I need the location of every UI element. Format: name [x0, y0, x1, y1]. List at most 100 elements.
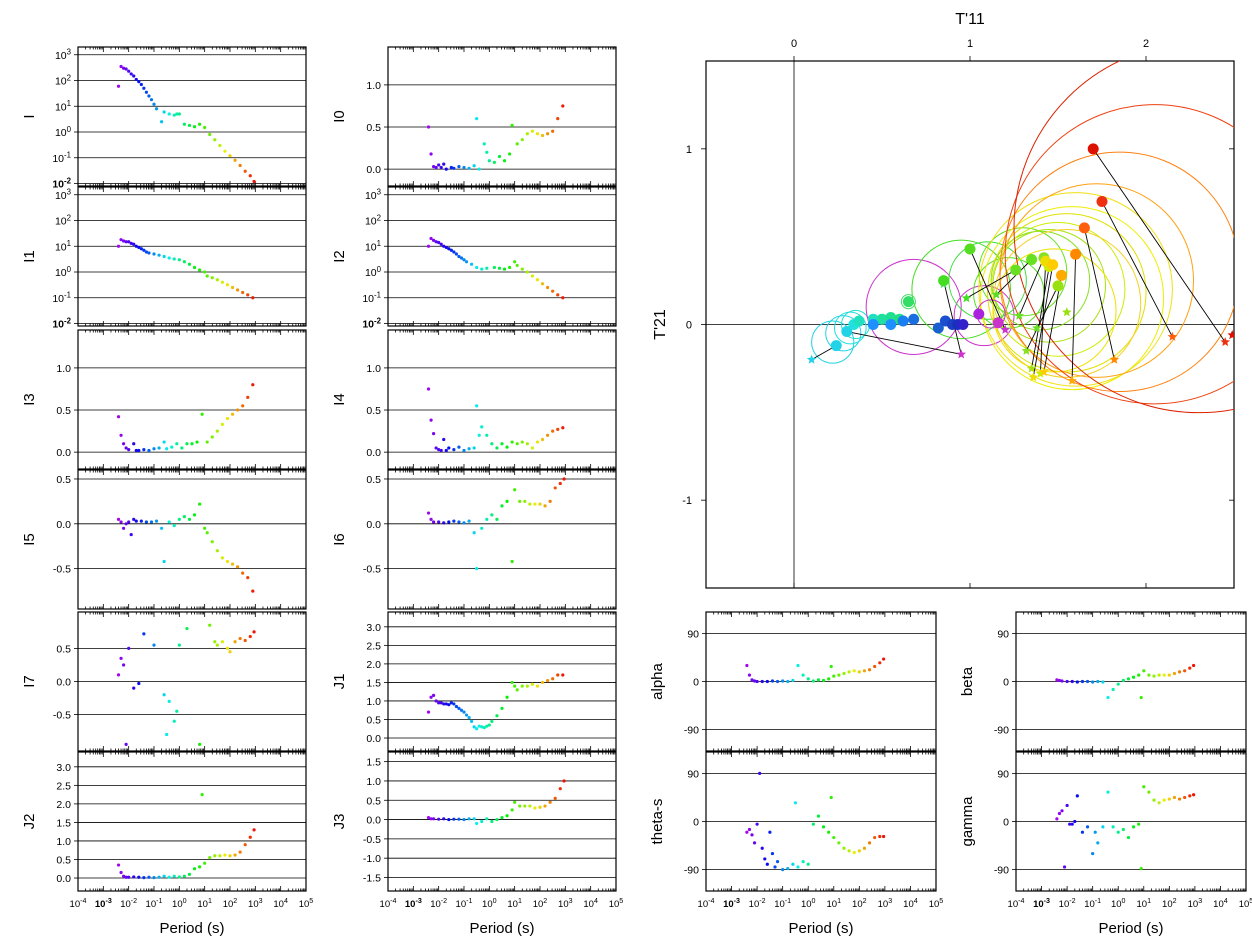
panel-J3-point [462, 817, 466, 822]
panel-I-point [177, 112, 181, 116]
panel-I1-point [172, 257, 176, 261]
panel-I4-point [520, 440, 524, 444]
panel-I-point [187, 123, 192, 128]
mohr-circle [990, 230, 1091, 331]
mohr-star [1067, 375, 1077, 385]
panel-J3-xtick-label: 10-4 [380, 897, 397, 910]
panel-J3-xtick-label: 105 [609, 897, 624, 910]
panel-I1-point [205, 274, 209, 278]
panel-I1-point [220, 280, 224, 284]
panel-alpha-point [873, 664, 877, 669]
panel-gamma-xtick-label-base: 10 [1188, 899, 1199, 910]
panel-J2-point [243, 843, 247, 847]
panel-I5-point [167, 520, 171, 524]
panel-I6-point [533, 502, 537, 506]
panel-theta-s-point [867, 841, 872, 845]
panel-alpha-point [821, 678, 826, 683]
panel-I0-point [502, 159, 507, 163]
panel-beta-point [1183, 669, 1187, 673]
panel-J1-point [500, 706, 504, 710]
panel-I7-point [167, 699, 171, 703]
panel-theta-s-point [793, 801, 798, 805]
panel-gamma-xtick-label-exponent: 4 [1224, 897, 1228, 905]
panel-I4-point [429, 418, 433, 422]
panel-gamma-xtick-label: 10-3 [1033, 897, 1050, 910]
panel-I4-point [530, 446, 535, 450]
panel-I4-point [500, 442, 504, 446]
panel-I7-point [208, 623, 212, 627]
panel-theta-s-xtick-label: 10-4 [698, 897, 715, 910]
panel-I-point [203, 125, 207, 130]
panel-I4-point [556, 427, 560, 432]
panel-gamma-point [1111, 825, 1115, 829]
panel-J1-ytick-label: 1.5 [366, 677, 381, 689]
panel-J3-ytick-label: 1.5 [366, 757, 381, 769]
panel-I2-point [508, 265, 512, 270]
panel-gamma-xtick-label: 10-2 [1059, 897, 1076, 910]
panel-J2-xtick-label-exponent: 4 [284, 897, 288, 905]
mohr-star [1035, 368, 1046, 378]
mohr-star [961, 293, 972, 303]
panel-I1-point [129, 241, 133, 245]
mohr-xtick-label: 0 [791, 38, 797, 50]
panel-I5-point [225, 559, 230, 564]
panel-gamma-point [1183, 795, 1187, 800]
panel-alpha-point [832, 674, 836, 678]
panel-J2-point [147, 875, 151, 879]
panel-theta-s-point [832, 835, 836, 840]
panel-I7-point [132, 686, 136, 690]
panel-I1-point [210, 276, 214, 280]
mohr-dot [1056, 269, 1068, 281]
panel-I3-frame [77, 329, 307, 470]
panel-I7-point [142, 632, 146, 636]
panel-I2-point [426, 244, 431, 248]
panel-J2-ytick-label: 2.5 [56, 780, 71, 792]
panel-I-point [132, 74, 136, 78]
panel-J2-xtick-label: 104 [273, 897, 288, 910]
panel-I2-ytick-label-base: 10 [365, 190, 377, 202]
panel-J3-point [538, 805, 542, 809]
panel-I-point [218, 143, 222, 148]
panel-beta-point [1147, 673, 1151, 677]
panel-theta-s-ytick-label: -90 [684, 865, 699, 877]
panel-gamma-xtick-label: 100 [1111, 897, 1126, 910]
panel-theta-s-point [847, 849, 851, 853]
panel-I2-point [462, 258, 466, 262]
panel-J2-point [208, 856, 212, 860]
panel-I6-point [495, 517, 499, 521]
panel-gamma-xtick-label: 101 [1137, 897, 1152, 910]
panel-I5-point [236, 565, 240, 569]
panel-I1-ytick-label-exponent: 0 [67, 265, 72, 274]
panel-I2-ytick-label-base: 10 [362, 293, 374, 305]
mohr-xtick-label: 2 [1143, 38, 1149, 50]
mohr-dot [938, 275, 950, 287]
panel-J1-frame [387, 611, 617, 752]
panel-I5-point [172, 524, 176, 528]
panel-I-ylabel: I [21, 114, 38, 118]
panel-beta-point [1172, 671, 1177, 676]
panel-theta-s-point [873, 835, 877, 840]
panel-I1-ytick-label: 101 [55, 239, 71, 253]
panel-I3-point [119, 433, 123, 437]
panel-I-ytick-label-base: 10 [55, 127, 67, 139]
mohr-dot [992, 317, 1004, 329]
panel-theta-s-xtick-label: 104 [903, 897, 918, 910]
panel-I1-point [147, 251, 151, 255]
panel-I5-ytick-label: 0.5 [56, 474, 71, 486]
panel-J3-ytick-label: -1.5 [363, 872, 381, 884]
panel-I5-point [230, 562, 235, 566]
panel-I1-ytick-label-exponent: 1 [67, 239, 71, 248]
panel-theta-s-point [752, 841, 757, 845]
panel-theta-s-point [781, 868, 785, 872]
panel-I1-ytick-label-exponent: -1 [64, 291, 71, 300]
panel-J3-point [480, 819, 484, 824]
panel-J1-point [551, 677, 555, 681]
panel-J2-xtick-label-exponent: -4 [80, 897, 86, 905]
panel-I-point [198, 122, 202, 126]
panel-I2-point [513, 260, 517, 264]
panel-alpha-ylabel: alpha [649, 662, 666, 699]
panel-beta-point [1137, 673, 1141, 677]
panel-I3-point [220, 422, 224, 426]
panel-J1-point [464, 713, 469, 717]
